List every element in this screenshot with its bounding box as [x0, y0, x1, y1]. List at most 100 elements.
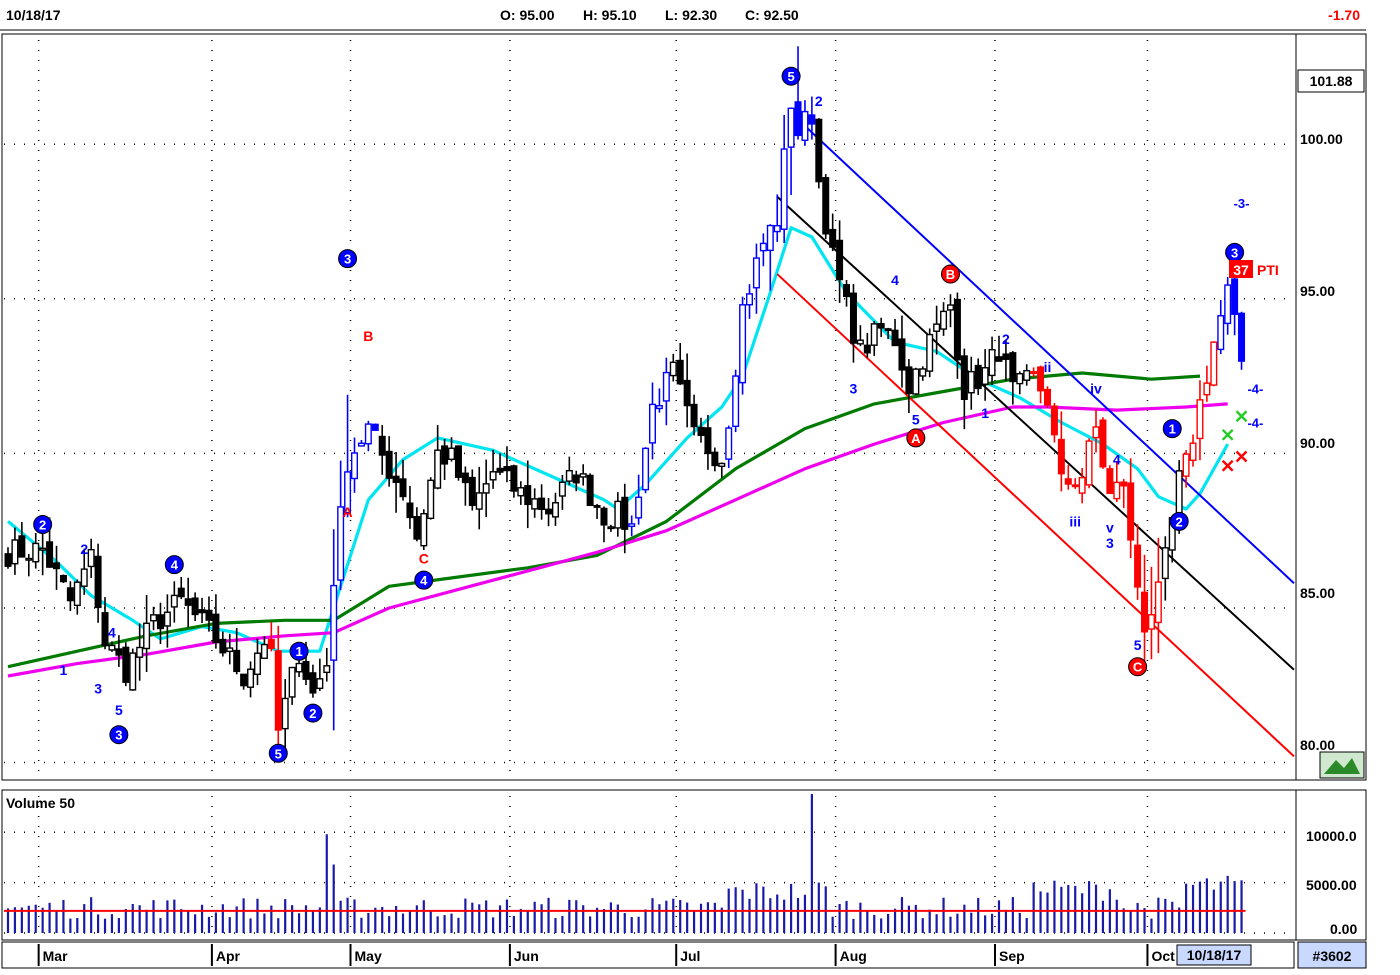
candle-body: [212, 613, 220, 644]
candle-body: [240, 673, 248, 687]
candle: [510, 464, 518, 498]
candle-body: [1016, 373, 1024, 385]
candle: [198, 597, 206, 624]
wave-label-text: 3: [344, 252, 351, 267]
candle-body: [683, 379, 691, 407]
candle: [468, 469, 476, 511]
candle: [475, 466, 483, 530]
volume-bars: [4, 794, 1246, 933]
candle-body: [870, 323, 878, 346]
wave-label-text: 5: [787, 69, 794, 84]
candle-body: [274, 650, 282, 731]
candle-body: [614, 500, 622, 529]
candle-body: [988, 348, 996, 377]
candle: [1113, 461, 1121, 502]
candle: [260, 636, 268, 659]
volume-axis: 10000.0 5000.00 0.00: [1306, 828, 1357, 937]
last-price-tag: 101.88: [1297, 69, 1365, 93]
candle-body: [205, 609, 213, 621]
wave-label: 3: [1106, 535, 1114, 551]
candle: [1078, 467, 1086, 504]
candle: [801, 100, 809, 146]
header-high: H: 95.10: [583, 7, 637, 23]
chart-id-box: #3602: [1297, 941, 1367, 969]
candle-body: [1043, 388, 1051, 406]
candle-body: [399, 478, 407, 498]
wave-label-circle: [940, 264, 960, 284]
candle: [108, 641, 116, 652]
candle-body: [524, 485, 532, 506]
candle: [4, 547, 12, 569]
candle: [1050, 402, 1058, 443]
wave-label-text: 5: [912, 411, 920, 427]
candle: [1182, 450, 1190, 488]
candle-body: [357, 442, 365, 447]
candle: [177, 576, 185, 600]
candle: [863, 332, 871, 358]
candle-body: [184, 598, 192, 606]
scroll-thumb-icon[interactable]: [1319, 751, 1365, 779]
trend-channel-line: [797, 118, 1295, 584]
candle: [267, 622, 275, 652]
wave-label-text: 2: [815, 93, 823, 109]
header-change: -1.70: [1328, 7, 1360, 23]
candle-body: [732, 375, 740, 428]
candle: [184, 577, 192, 628]
candle: [960, 348, 968, 430]
candle-body: [1009, 352, 1017, 383]
candle-body: [1189, 442, 1197, 461]
wave-label-text: v: [1106, 520, 1114, 536]
candle-body: [1064, 478, 1072, 485]
candle-body: [66, 587, 74, 602]
candle-body: [808, 114, 816, 125]
candle: [247, 661, 255, 698]
candle-body: [1120, 481, 1128, 487]
candle-body: [940, 310, 948, 330]
candle-body: [468, 476, 476, 506]
wave-label-circle: [1169, 511, 1189, 531]
wave-projection: -3-: [1234, 196, 1250, 211]
wave-label-text: 2: [39, 517, 46, 532]
candle: [1064, 464, 1072, 490]
candle: [406, 486, 414, 529]
price-panel: [1, 33, 1367, 781]
candle-body: [1182, 453, 1190, 477]
candle-body: [829, 228, 837, 248]
moving-average-line: [7, 402, 1228, 678]
candle-body: [746, 293, 754, 306]
wave-labels: 221435345123ABC452345AB12iiiviii4v35C123…: [33, 66, 1263, 763]
trend-channels: [776, 118, 1295, 758]
candle: [829, 213, 837, 252]
candle-body: [1113, 481, 1121, 500]
wave-label-circle: [268, 743, 288, 763]
wave-label: 5: [268, 743, 288, 763]
wave-projection: -4-: [1247, 381, 1263, 396]
candle: [101, 597, 109, 650]
wave-label: 3: [338, 249, 358, 269]
candle-body: [309, 672, 317, 694]
moving-averages: [6, 226, 1230, 678]
candle: [531, 488, 539, 518]
wave-label-text: 2: [1176, 514, 1183, 529]
wave-label-text: 5: [115, 702, 123, 718]
candle-body: [836, 239, 844, 281]
pti-value: 37: [1233, 262, 1249, 278]
candle-body: [1057, 438, 1065, 475]
volume-panel: [1, 789, 1367, 941]
candle-body: [1147, 614, 1155, 630]
candle: [642, 447, 650, 494]
candle-body: [572, 474, 580, 484]
wave-label: 1: [289, 641, 309, 661]
candle-body: [108, 644, 116, 651]
trend-channel-line: [776, 273, 1295, 758]
candle: [836, 220, 844, 303]
last-price-label: 101.88: [1310, 73, 1353, 89]
candle: [739, 296, 747, 395]
candle: [1043, 386, 1051, 408]
wave-label-text: A: [911, 431, 921, 446]
candle-body: [129, 652, 137, 691]
wave-label-text: 3: [1106, 535, 1114, 551]
candle: [621, 483, 629, 554]
candle: [1085, 438, 1093, 489]
candle-body: [434, 449, 442, 489]
